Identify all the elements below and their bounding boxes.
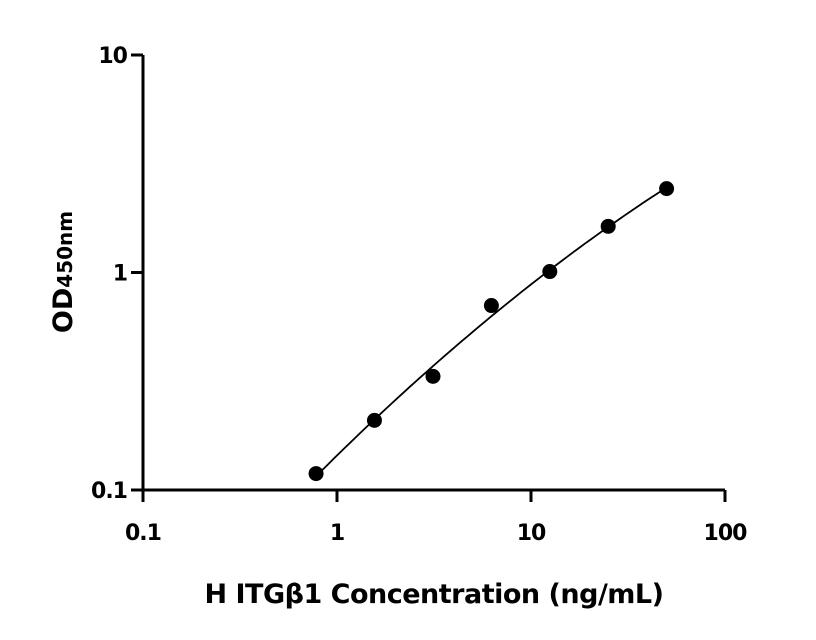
- x-tick-label: 100: [704, 521, 748, 546]
- data-point: [659, 181, 675, 197]
- y-axis-label: OD450nm: [48, 211, 79, 333]
- axes: 0.1 1 10 0.1 1 10 100: [91, 44, 748, 546]
- data-point: [483, 298, 499, 314]
- y-axis-label-subscript: 450nm: [53, 211, 77, 288]
- x-tick-label: 0.1: [125, 521, 161, 546]
- data-point: [600, 218, 616, 234]
- data-point: [308, 466, 324, 482]
- y-axis-label-main: OD: [48, 288, 79, 333]
- data-point: [542, 264, 558, 280]
- x-tick-label: 1: [330, 521, 344, 546]
- x-tick-label: 10: [517, 521, 546, 546]
- data-points: [308, 181, 675, 482]
- y-tick-label: 1: [113, 262, 127, 287]
- data-point: [366, 412, 382, 428]
- y-tick-label: 10: [98, 44, 127, 69]
- x-axis-label: H ITGβ1 Concentration (ng/mL): [205, 579, 664, 610]
- data-point: [425, 368, 441, 384]
- y-tick-label: 0.1: [91, 479, 127, 504]
